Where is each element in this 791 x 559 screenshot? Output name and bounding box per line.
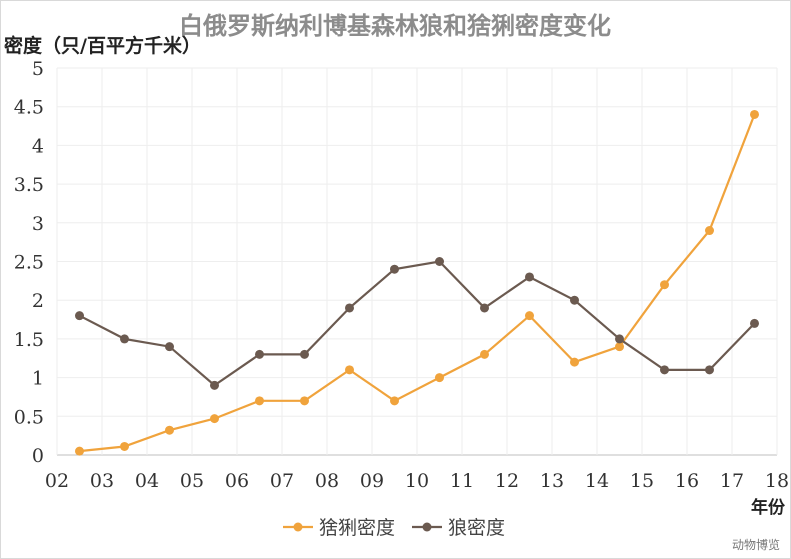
legend-item: 猞猁密度 <box>283 517 395 539</box>
x-tick-label: 17 <box>720 470 744 492</box>
data-point <box>480 349 489 359</box>
x-tick-label: 03 <box>90 470 114 492</box>
data-point <box>615 342 624 352</box>
data-point <box>75 446 84 456</box>
x-tick-labels: 02 03 04 05 06 07 08 09 10 11 12 13 14 15 16 17 18 <box>45 470 789 492</box>
data-point <box>120 334 129 344</box>
x-tick-label: 15 <box>630 470 654 492</box>
data-point <box>705 226 714 236</box>
x-tick-label: 13 <box>540 470 564 492</box>
x-tick-label: 10 <box>405 470 429 492</box>
legend-item: 狼密度 <box>412 517 505 539</box>
data-point <box>480 303 489 313</box>
x-tick-label: 02 <box>45 470 69 492</box>
x-tick-label: 16 <box>675 470 699 492</box>
x-tick-label: 18 <box>765 470 789 492</box>
legend-marker <box>422 522 432 532</box>
y-tick-label: 1.5 <box>14 329 44 351</box>
y-tick-label: 2.5 <box>14 252 44 274</box>
data-point <box>570 357 579 367</box>
legend-marker <box>293 522 303 532</box>
y-tick-label: 0 <box>32 445 44 467</box>
data-point <box>300 396 309 406</box>
y-tick-label: 4 <box>32 135 44 157</box>
data-point <box>525 311 534 321</box>
data-point <box>75 311 84 321</box>
data-point <box>570 295 579 305</box>
x-tick-label: 06 <box>225 470 249 492</box>
data-point <box>660 365 669 375</box>
legend: 猞猁密度 狼密度 <box>283 517 505 539</box>
y-tick-labels: 0 0.5 1 1.5 2 2.5 3 3.5 4 4.5 5 <box>14 58 44 467</box>
data-point <box>390 396 399 406</box>
y-tick-label: 3.5 <box>14 174 44 196</box>
data-point <box>255 349 264 359</box>
series-layer <box>75 109 759 456</box>
data-point <box>210 414 219 424</box>
data-point <box>750 318 759 328</box>
x-tick-label: 09 <box>360 470 384 492</box>
x-axis-label: 年份 <box>751 497 786 518</box>
data-point <box>390 264 399 274</box>
data-point <box>165 425 174 435</box>
data-point <box>165 342 174 352</box>
series-wolf <box>75 257 759 390</box>
grid-lines <box>56 67 778 456</box>
series-line <box>78 260 756 387</box>
data-point <box>705 365 714 375</box>
x-tick-label: 07 <box>270 470 294 492</box>
data-point <box>120 441 129 451</box>
legend-label: 狼密度 <box>448 517 505 539</box>
y-tick-label: 3 <box>32 213 44 235</box>
series-lynx <box>75 109 759 456</box>
series-line <box>79 114 756 453</box>
y-tick-label: 5 <box>32 58 44 80</box>
data-point <box>345 365 354 375</box>
y-tick-label: 4.5 <box>14 97 44 119</box>
x-tick-label: 12 <box>495 470 519 492</box>
x-tick-label: 11 <box>450 470 474 492</box>
data-point <box>255 396 264 406</box>
x-tick-label: 04 <box>135 470 159 492</box>
y-tick-label: 2 <box>32 290 44 312</box>
data-point <box>345 303 354 313</box>
watermark: 动物博览 <box>732 537 780 552</box>
legend-label: 猞猁密度 <box>319 517 395 539</box>
x-tick-label: 08 <box>315 470 339 492</box>
data-point <box>750 109 759 119</box>
data-point <box>300 349 309 359</box>
data-point <box>435 373 444 383</box>
chart-title: 白俄罗斯纳利博基森林狼和猞猁密度变化 <box>179 11 611 40</box>
data-point <box>435 257 444 266</box>
data-point <box>525 272 534 282</box>
x-tick-label: 14 <box>585 470 609 492</box>
data-point <box>660 280 669 290</box>
y-tick-label: 1 <box>32 368 44 390</box>
y-tick-label: 0.5 <box>14 406 44 428</box>
data-point <box>615 334 624 344</box>
x-tick-label: 05 <box>180 470 204 492</box>
y-axis-label: 密度（只/百平方千米） <box>4 34 201 57</box>
data-point <box>210 380 219 390</box>
